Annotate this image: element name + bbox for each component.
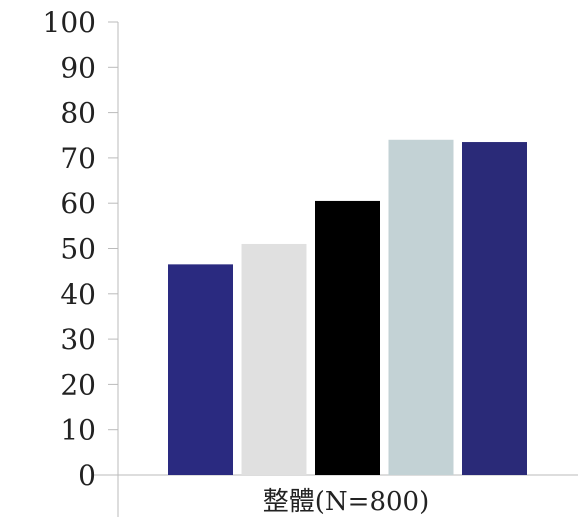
y-tick-label: 80 [60,97,96,130]
y-tick-label: 0 [78,459,96,492]
bar-series-2 [241,243,307,475]
bar-series-5 [462,142,527,476]
y-tick-label: 40 [60,278,96,311]
y-tick-label: 90 [60,51,96,84]
y-tick-label: 100 [43,6,96,39]
y-tick-label: 10 [60,414,96,447]
bars [168,139,527,476]
y-tick-labels: 0 10 20 30 40 50 60 70 80 90 100 [43,6,96,492]
y-tick-marks [108,21,118,476]
bar-series-4 [388,139,454,475]
y-tick-label: 20 [60,368,96,401]
bar-series-1 [168,264,233,475]
y-tick-label: 70 [60,142,96,175]
y-tick-label: 30 [60,323,96,356]
x-category-label: 整體(N=800) [263,487,429,517]
y-tick-label: 50 [60,233,96,266]
bar-series-3 [315,200,380,475]
y-tick-label: 60 [60,187,96,220]
